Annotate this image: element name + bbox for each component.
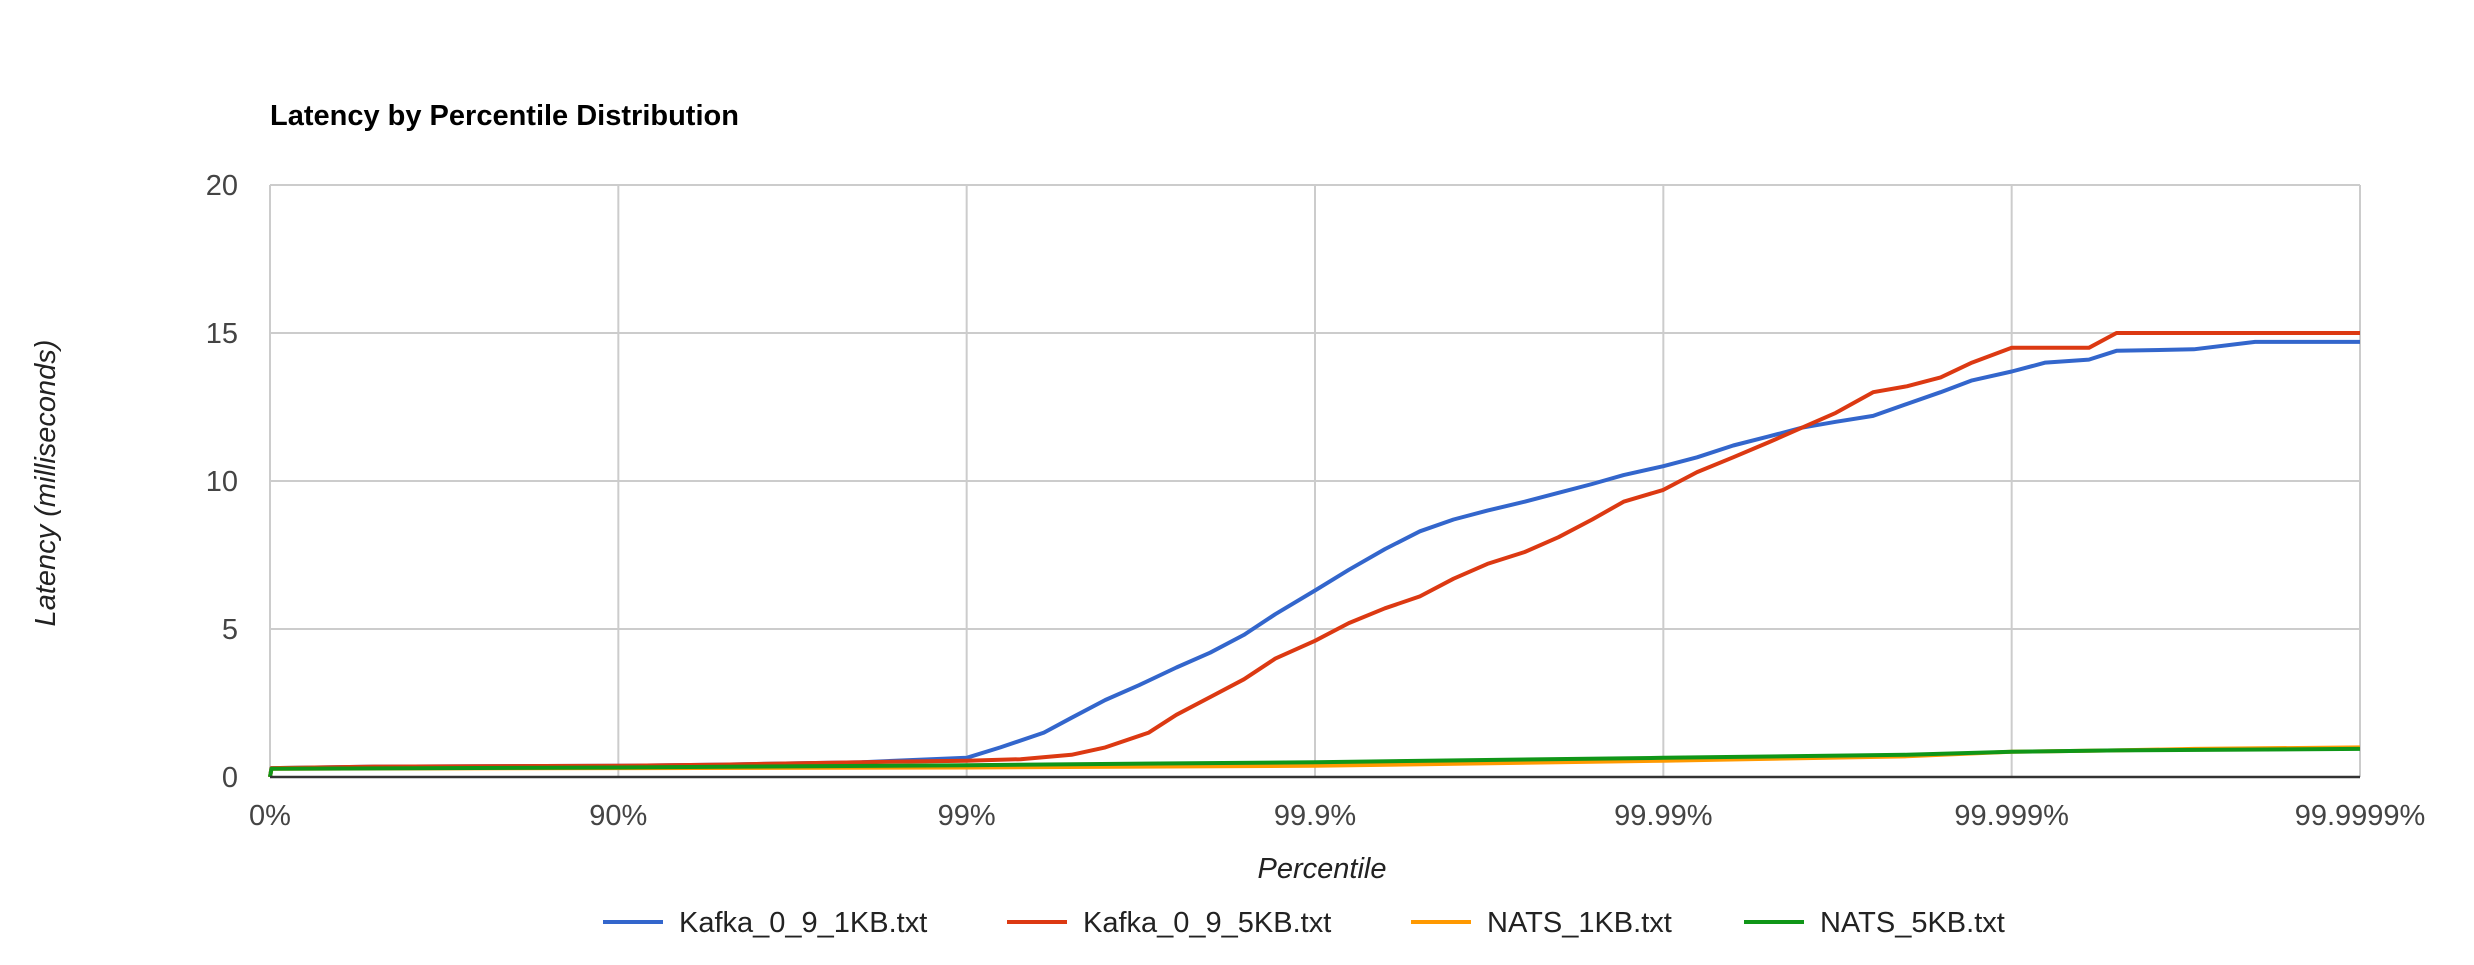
y-axis-label: Latency (milliseconds) xyxy=(30,340,62,627)
x-tick-label: 99% xyxy=(938,800,996,832)
series-lines xyxy=(268,331,2361,778)
series-line xyxy=(268,331,2360,778)
x-tick-label: 0% xyxy=(249,800,291,832)
axes: 0 5 10 15 20 0% 90% 99% 99.9% 99.99% 99.999% 99.999… xyxy=(206,170,2426,832)
y-tick-label: 10 xyxy=(206,466,238,498)
legend-label: Kafka_0_9_5KB.txt xyxy=(1083,907,1331,939)
chart-title: Latency by Percentile Distribution xyxy=(270,100,739,132)
y-tick-label: 15 xyxy=(206,318,238,350)
x-tick-label: 90% xyxy=(589,800,647,832)
legend-label: NATS_1KB.txt xyxy=(1487,907,1672,939)
x-tick-label: 99.9% xyxy=(1274,800,1356,832)
x-tick-label: 99.9999% xyxy=(2295,800,2426,832)
y-tick-label: 5 xyxy=(222,614,238,646)
y-tick-label: 0 xyxy=(222,762,238,794)
grid-lines xyxy=(269,184,2361,777)
legend: Kafka_0_9_1KB.txt Kafka_0_9_5KB.txt NATS_1… xyxy=(603,907,2005,939)
x-axis-label: Percentile xyxy=(1258,853,1387,885)
x-tick-label: 99.999% xyxy=(1954,800,2069,832)
series-line xyxy=(268,746,2361,778)
x-tick-label: 99.99% xyxy=(1614,800,1712,832)
legend-label: NATS_5KB.txt xyxy=(1820,907,2005,939)
series-line xyxy=(268,339,2360,778)
y-tick-label: 20 xyxy=(206,170,238,202)
legend-label: Kafka_0_9_1KB.txt xyxy=(679,907,927,939)
